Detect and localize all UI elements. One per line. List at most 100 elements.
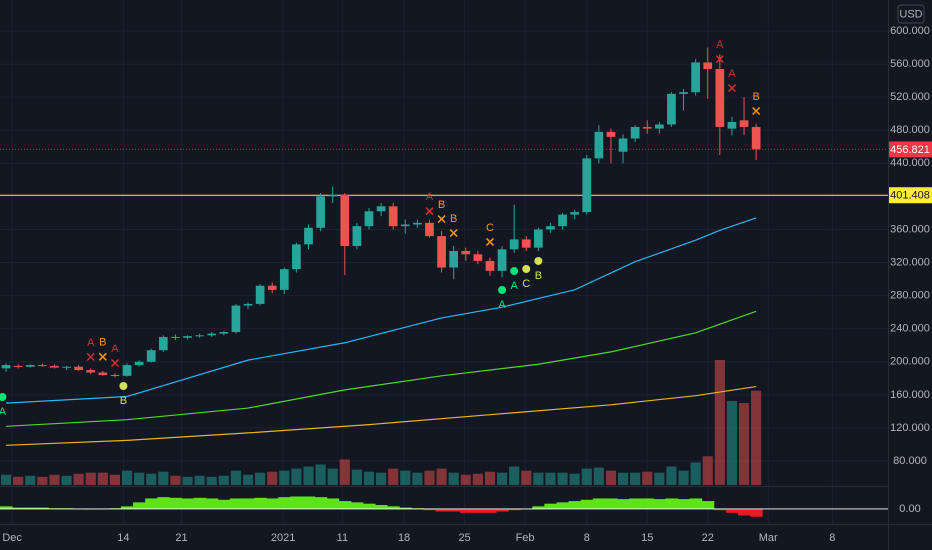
candle-body <box>727 121 737 129</box>
x-tick-label: Dec <box>2 532 22 544</box>
volume-bar <box>61 475 72 485</box>
candle-body <box>219 332 229 334</box>
oscillator-bar <box>725 508 739 513</box>
volume-bar <box>339 459 350 485</box>
pattern-x-marker <box>449 229 458 238</box>
pattern-x-marker <box>727 84 736 93</box>
currency-box[interactable] <box>897 4 925 24</box>
oscillator-bar <box>532 506 545 509</box>
oscillator-bar <box>568 501 582 509</box>
oscillator-bar <box>326 498 340 509</box>
volume-bar <box>472 473 483 485</box>
oscillator-bar <box>145 498 158 509</box>
volume-bar <box>690 462 701 485</box>
oscillator-bar <box>24 507 37 509</box>
candle-body <box>74 366 83 371</box>
oscillator-bar <box>471 508 485 513</box>
oscillator-bar <box>689 498 703 509</box>
x-stroke <box>449 229 458 238</box>
pattern-dot <box>522 265 531 274</box>
oscillator-bar <box>399 507 412 509</box>
y-tick-label: 360.000 <box>890 223 930 235</box>
x-stroke <box>485 237 495 246</box>
oscillator-bar <box>447 508 461 512</box>
oscillator-bar <box>604 498 618 509</box>
volume-bar <box>678 470 689 485</box>
x-stroke <box>437 214 446 224</box>
volume-bar <box>146 473 157 485</box>
volume-bar <box>509 466 520 485</box>
volume-bar <box>605 470 617 485</box>
oscillator-bar <box>278 497 291 509</box>
oscillator-bar <box>750 508 763 517</box>
volume-bar <box>206 476 217 485</box>
pattern-dot <box>510 266 519 275</box>
oscillator-bar <box>459 508 473 513</box>
candle-body <box>521 239 531 248</box>
pattern-label: A <box>426 191 434 203</box>
volume-bar <box>412 472 423 485</box>
volume-bar <box>13 476 24 485</box>
candle-body <box>292 244 301 270</box>
pattern-x-marker <box>425 207 434 216</box>
oscillator-bar <box>592 498 606 509</box>
x-tick-label: 22 <box>702 532 714 544</box>
pattern-label: C <box>486 222 494 234</box>
candle-body <box>654 124 664 129</box>
volume-bar <box>484 471 496 485</box>
pattern-x-marker <box>110 358 119 367</box>
pattern-dot <box>534 256 543 265</box>
volume-bar <box>714 360 725 485</box>
oscillator-bar <box>375 505 388 509</box>
oscillator-bar <box>229 498 243 509</box>
x-stroke <box>86 352 95 362</box>
volume-bar <box>363 471 375 485</box>
oscillator-bar <box>737 508 751 516</box>
volume-bar <box>134 472 145 485</box>
oscillator-bar <box>629 498 642 509</box>
candle-body <box>1 365 11 369</box>
oscillator-bar <box>205 498 219 509</box>
candle-body <box>751 126 761 150</box>
volume-bar <box>0 474 12 485</box>
candle-body <box>461 250 471 255</box>
volume-bar <box>533 472 544 485</box>
candle-body <box>243 303 253 306</box>
axis-layer: 600.000560.000520.000480.000440.000400.0… <box>2 25 932 544</box>
volume-bar <box>630 472 641 485</box>
candle-body <box>437 236 446 268</box>
y-tick-label: 240.000 <box>890 323 930 335</box>
volume-bar <box>738 403 750 485</box>
volume-bar <box>267 471 278 485</box>
volume-bar <box>85 472 96 485</box>
oscillator-bar <box>254 497 267 509</box>
volume-bar <box>194 475 205 485</box>
candle-body <box>328 194 338 197</box>
candle-body <box>146 350 156 362</box>
pattern-label: A <box>87 337 95 349</box>
oscillator-bar <box>580 499 594 509</box>
candle-body <box>691 62 700 93</box>
oscillator-bar <box>350 502 364 509</box>
pattern-x-marker <box>98 352 107 361</box>
candle-body <box>279 269 289 290</box>
volume-bar <box>400 470 411 485</box>
currency-label[interactable]: USD <box>899 8 922 20</box>
volume-bar <box>327 468 338 485</box>
oscillator-bar <box>556 502 570 509</box>
pattern-x-marker <box>485 237 495 246</box>
candle-body <box>340 194 350 247</box>
x-stroke <box>752 106 761 116</box>
pattern-x-marker <box>715 55 724 64</box>
pattern-dot <box>0 393 7 402</box>
oscillator-bar <box>338 501 352 509</box>
volume-bar <box>666 466 677 485</box>
candle-body <box>183 336 192 338</box>
candle-body <box>739 120 749 127</box>
x-stroke <box>727 84 736 93</box>
pattern-label: B <box>438 199 445 211</box>
x-stroke <box>715 55 724 64</box>
oscillator-bar <box>12 507 25 509</box>
